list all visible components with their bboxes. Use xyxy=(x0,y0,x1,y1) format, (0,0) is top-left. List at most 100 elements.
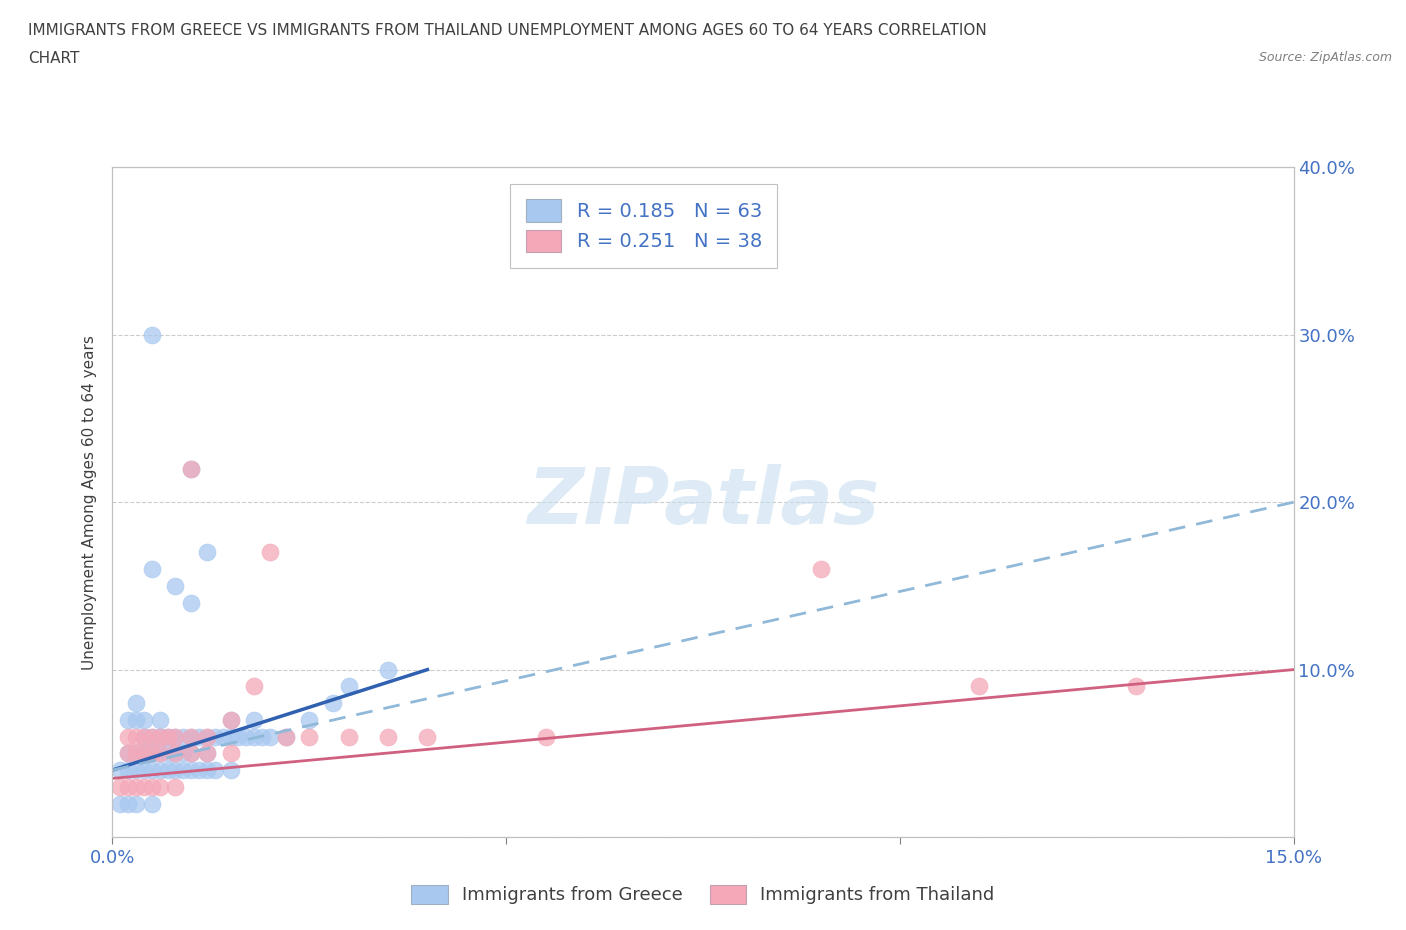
Point xyxy=(204,763,226,777)
Point xyxy=(117,746,139,761)
Point xyxy=(298,712,321,727)
Point xyxy=(125,729,148,744)
Point xyxy=(149,746,172,761)
Point xyxy=(165,763,187,777)
Point xyxy=(141,746,163,761)
Point xyxy=(204,729,226,744)
Point xyxy=(117,729,139,744)
Point xyxy=(967,679,990,694)
Point xyxy=(132,763,155,777)
Point xyxy=(149,729,172,744)
Point xyxy=(259,729,281,744)
Point xyxy=(195,729,218,744)
Point xyxy=(274,729,297,744)
Point xyxy=(141,562,163,577)
Point xyxy=(180,729,202,744)
Point xyxy=(132,746,155,761)
Point xyxy=(149,729,172,744)
Point xyxy=(195,729,218,744)
Point xyxy=(228,729,250,744)
Point xyxy=(180,461,202,476)
Point xyxy=(180,595,202,610)
Point xyxy=(195,763,218,777)
Point xyxy=(165,746,187,761)
Point xyxy=(117,746,139,761)
Point xyxy=(165,729,187,744)
Text: Source: ZipAtlas.com: Source: ZipAtlas.com xyxy=(1258,51,1392,64)
Point xyxy=(810,562,832,577)
Text: ZIPatlas: ZIPatlas xyxy=(527,464,879,540)
Point xyxy=(125,746,148,761)
Point xyxy=(156,729,179,744)
Point xyxy=(117,712,139,727)
Point xyxy=(1125,679,1147,694)
Point xyxy=(132,779,155,794)
Point xyxy=(219,712,242,727)
Point xyxy=(110,796,132,811)
Point xyxy=(132,712,155,727)
Point xyxy=(110,779,132,794)
Point xyxy=(337,729,360,744)
Point xyxy=(172,729,194,744)
Point xyxy=(377,729,399,744)
Text: IMMIGRANTS FROM GREECE VS IMMIGRANTS FROM THAILAND UNEMPLOYMENT AMONG AGES 60 TO: IMMIGRANTS FROM GREECE VS IMMIGRANTS FRO… xyxy=(28,23,987,38)
Point xyxy=(337,679,360,694)
Point xyxy=(125,796,148,811)
Point xyxy=(125,779,148,794)
Point xyxy=(149,779,172,794)
Point xyxy=(149,746,172,761)
Point xyxy=(180,461,202,476)
Point xyxy=(259,545,281,560)
Point xyxy=(132,729,155,744)
Point xyxy=(219,729,242,744)
Point xyxy=(117,763,139,777)
Point xyxy=(141,746,163,761)
Point xyxy=(188,763,211,777)
Legend: R = 0.185   N = 63, R = 0.251   N = 38: R = 0.185 N = 63, R = 0.251 N = 38 xyxy=(510,184,778,268)
Point xyxy=(132,746,155,761)
Point xyxy=(211,729,233,744)
Point xyxy=(149,763,172,777)
Point xyxy=(377,662,399,677)
Point xyxy=(195,746,218,761)
Point xyxy=(416,729,439,744)
Point xyxy=(149,712,172,727)
Point xyxy=(219,746,242,761)
Point xyxy=(172,763,194,777)
Point xyxy=(141,763,163,777)
Point xyxy=(156,763,179,777)
Point xyxy=(243,729,266,744)
Point xyxy=(156,746,179,761)
Point xyxy=(156,729,179,744)
Point xyxy=(180,746,202,761)
Point xyxy=(219,763,242,777)
Point xyxy=(125,763,148,777)
Point xyxy=(132,729,155,744)
Point xyxy=(110,763,132,777)
Point xyxy=(141,729,163,744)
Legend: Immigrants from Greece, Immigrants from Thailand: Immigrants from Greece, Immigrants from … xyxy=(404,878,1002,911)
Point xyxy=(250,729,273,744)
Point xyxy=(188,729,211,744)
Point xyxy=(165,746,187,761)
Point xyxy=(165,779,187,794)
Point xyxy=(125,696,148,711)
Point xyxy=(195,746,218,761)
Point xyxy=(117,796,139,811)
Point xyxy=(141,779,163,794)
Point xyxy=(165,729,187,744)
Point xyxy=(534,729,557,744)
Point xyxy=(274,729,297,744)
Point xyxy=(243,679,266,694)
Point xyxy=(117,779,139,794)
Point xyxy=(141,796,163,811)
Point xyxy=(141,327,163,342)
Point xyxy=(125,712,148,727)
Point xyxy=(298,729,321,744)
Point xyxy=(235,729,257,744)
Point xyxy=(180,729,202,744)
Point xyxy=(243,712,266,727)
Point xyxy=(180,746,202,761)
Text: CHART: CHART xyxy=(28,51,80,66)
Point xyxy=(219,712,242,727)
